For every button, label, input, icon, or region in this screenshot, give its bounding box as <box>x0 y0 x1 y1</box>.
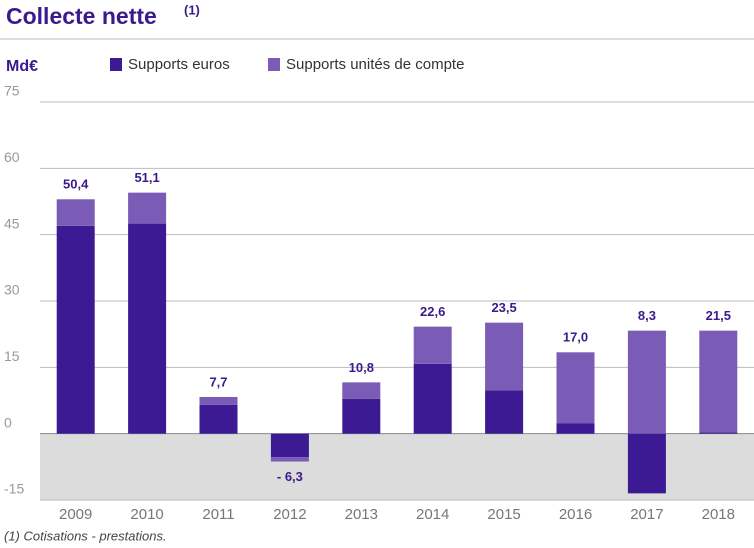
y-tick-label: 60 <box>4 149 20 165</box>
x-tick-label: 2012 <box>273 506 306 523</box>
x-tick-label: 2015 <box>487 506 520 523</box>
bar-segment <box>342 398 381 434</box>
bar-segment <box>199 404 238 434</box>
x-tick-label: 2013 <box>345 506 378 523</box>
footnote: (1) Cotisations - prestations. <box>4 528 167 543</box>
bar-segment <box>270 433 309 458</box>
total-label: 21,5 <box>706 308 731 323</box>
total-label: 7,7 <box>209 374 227 389</box>
legend-swatch <box>110 58 122 71</box>
total-label: 51,1 <box>134 170 159 185</box>
x-tick-label: 2011 <box>202 506 234 523</box>
total-label: 8,3 <box>638 308 656 323</box>
bar-segment <box>413 326 452 364</box>
bar-segment <box>413 363 452 434</box>
legend-label: Supports euros <box>128 56 230 73</box>
bar-segment <box>56 225 95 434</box>
bar-segment <box>556 423 595 434</box>
bar-segment <box>556 352 595 424</box>
bar-segment <box>699 330 738 433</box>
y-tick-label: 15 <box>4 348 20 364</box>
y-tick-label: 30 <box>4 282 20 298</box>
total-label: 22,6 <box>420 304 445 319</box>
x-tick-label: 2009 <box>59 506 92 523</box>
y-tick-label: 45 <box>4 215 20 231</box>
total-label: 50,4 <box>63 177 89 192</box>
bar-segment <box>342 382 381 399</box>
total-label: 23,5 <box>491 300 516 315</box>
total-label: 10,8 <box>349 360 374 375</box>
unit-label: Md€ <box>6 58 38 75</box>
bar-segment <box>270 457 309 462</box>
y-tick-label: 75 <box>4 83 20 99</box>
x-tick-label: 2016 <box>559 506 592 523</box>
y-tick-label: 0 <box>4 414 12 430</box>
chart-title: Collecte nette <box>6 3 157 29</box>
x-tick-label: 2018 <box>702 506 735 523</box>
bar-segment <box>485 390 524 434</box>
legend-label: Supports unités de compte <box>286 56 464 73</box>
bar-segment <box>627 330 666 434</box>
legend-swatch <box>268 58 280 71</box>
total-label: 17,0 <box>563 330 588 345</box>
title-note: (1) <box>184 2 200 17</box>
x-tick-label: 2017 <box>630 506 663 523</box>
bar-segment <box>128 192 167 224</box>
bar-segment <box>56 199 95 226</box>
bar-segment <box>699 432 738 434</box>
x-tick-label: 2010 <box>130 506 163 523</box>
bar-segment <box>485 322 524 391</box>
bar-segment <box>199 396 238 405</box>
y-tick-label: -15 <box>4 481 24 497</box>
x-tick-label: 2014 <box>416 506 449 523</box>
bar-segment <box>128 223 167 434</box>
bar-segment <box>627 433 666 494</box>
total-label: - 6,3 <box>277 469 303 484</box>
